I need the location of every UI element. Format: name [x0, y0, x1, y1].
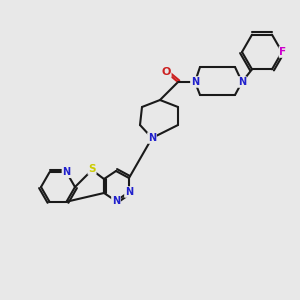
Text: N: N — [62, 167, 70, 177]
Text: S: S — [88, 164, 96, 174]
Text: N: N — [148, 133, 156, 143]
Text: N: N — [125, 187, 133, 197]
Text: N: N — [238, 77, 246, 87]
Text: N: N — [191, 77, 199, 87]
Text: O: O — [161, 67, 171, 77]
Text: N: N — [112, 196, 120, 206]
Text: F: F — [279, 47, 286, 57]
